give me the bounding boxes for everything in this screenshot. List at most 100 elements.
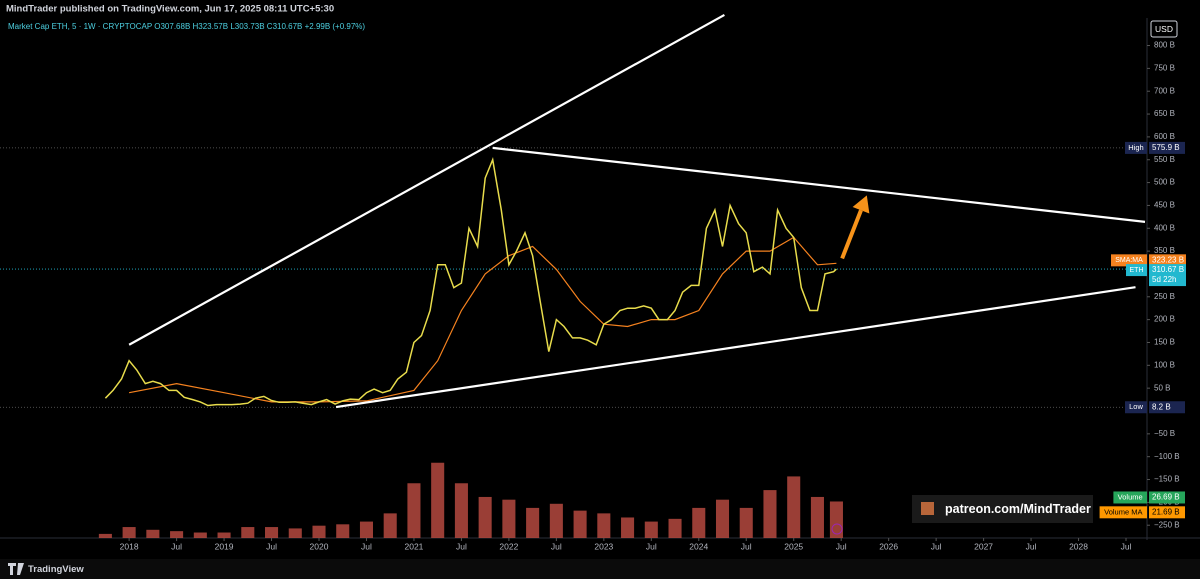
y-tick-label: 150 B (1154, 338, 1175, 347)
y-tick-label: 600 B (1154, 132, 1175, 141)
watermark: patreon.com/MindTrader (945, 502, 1091, 516)
volume-label-value-box (1149, 506, 1185, 519)
price-label-value-box (1149, 141, 1185, 154)
x-tick-label: Jul (931, 541, 942, 551)
volume-bar (668, 518, 682, 538)
y-tick-label: 350 B (1154, 246, 1175, 255)
price-label-value: 323.23 B (1152, 255, 1184, 264)
volume-bar (383, 513, 397, 538)
price-label-name: ETH (1130, 267, 1144, 274)
footer-bar (0, 559, 1200, 579)
x-tick-label: Jul (456, 541, 467, 551)
y-tick-label: 100 B (1154, 360, 1175, 369)
trendline (128, 13, 725, 346)
volume-bar (288, 528, 302, 538)
volume-bar (122, 527, 136, 538)
x-tick-label: 2023 (594, 541, 613, 551)
volume-label-value: 26.69 B (1152, 493, 1180, 502)
y-tick-label: −150 B (1154, 475, 1180, 484)
x-tick-label: Jul (836, 541, 847, 551)
price-label-name: SMA:MA (1115, 257, 1143, 264)
volume-bar (597, 513, 611, 538)
y-tick-label: 700 B (1154, 86, 1175, 95)
volume-bar (336, 524, 350, 538)
x-tick-label: 2022 (499, 541, 518, 551)
y-tick-label: 200 B (1154, 315, 1175, 324)
x-tick-label: Jul (1026, 541, 1037, 551)
volume-label-name: Volume MA (1104, 507, 1142, 516)
price-label-box (1125, 401, 1147, 414)
event-icon[interactable] (831, 523, 843, 535)
watermark-box (912, 495, 1093, 523)
trendline (335, 286, 1136, 409)
x-tick-label: Jul (551, 541, 562, 551)
y-tick-label: 750 B (1154, 63, 1175, 72)
volume-bar (526, 507, 540, 538)
volume-bar (739, 507, 753, 538)
currency-box[interactable] (1150, 20, 1178, 38)
volume-bar (715, 499, 730, 538)
y-tick-label: −250 B (1154, 520, 1180, 529)
brand-logo (8, 563, 24, 575)
price-label-box (1111, 254, 1147, 267)
volume-bar (763, 490, 777, 538)
volume-bar (193, 532, 207, 538)
price-label-value: 8.2 B (1152, 402, 1171, 411)
legend: Market Cap ETH, 5 · 1W · CRYPTOCAP O307.… (8, 22, 365, 31)
countdown: 5d 22h (1152, 275, 1176, 284)
volume-label-box (1113, 491, 1147, 504)
trendline (492, 146, 1146, 223)
volume-bar (644, 521, 658, 538)
currency: USD (1155, 24, 1173, 34)
volume-bar (431, 462, 445, 538)
volume-bar (241, 527, 255, 538)
volume-bar (621, 517, 635, 538)
x-tick-label: Jul (741, 541, 752, 551)
x-tick-label: Jul (646, 541, 657, 551)
x-tick-label: Jul (266, 541, 277, 551)
x-tick-label: 2018 (120, 541, 139, 551)
volume-bar (502, 499, 516, 538)
y-tick-label: 500 B (1154, 178, 1175, 187)
brand: TradingView (28, 564, 84, 575)
price-label-value: 310.67 B (1152, 265, 1184, 274)
volume-bar (217, 532, 231, 538)
price-label-value-box (1149, 254, 1186, 267)
volume-bar (359, 521, 374, 538)
x-tick-label: 2024 (689, 541, 708, 551)
volume-bar (573, 510, 587, 538)
volume-label-name: Volume (1118, 492, 1143, 501)
x-tick-label: Jul (361, 541, 372, 551)
volume-label-box (1099, 506, 1147, 519)
volume-bar (98, 533, 112, 538)
volume-label-value: 21.69 B (1152, 507, 1180, 516)
price-line (104, 156, 837, 407)
price-label-box (1125, 141, 1147, 154)
price-label-value: 575.9 B (1152, 143, 1180, 152)
x-tick-label: Jul (1121, 541, 1132, 551)
x-tick-label: 2025 (784, 541, 803, 551)
volume-label-value-box (1149, 491, 1185, 504)
watermark-icon (921, 502, 934, 515)
volume-bar (810, 496, 824, 538)
volume-bar (146, 529, 160, 538)
price-label-name: High (1128, 143, 1143, 152)
x-tick-label: 2019 (215, 541, 234, 551)
y-tick-label: 400 B (1154, 223, 1175, 232)
y-tick-label: −100 B (1154, 452, 1180, 461)
y-tick-label: 50 B (1154, 383, 1170, 392)
volume-bar (312, 525, 326, 538)
y-tick-label: 450 B (1154, 201, 1175, 210)
volume-bar (170, 531, 184, 538)
price-label-box (1126, 264, 1147, 277)
y-tick-label: −50 B (1154, 429, 1175, 438)
arrow-shaft (840, 209, 863, 260)
x-tick-label: 2026 (879, 541, 898, 551)
y-tick-label: 250 B (1154, 292, 1175, 301)
volume-bar (549, 503, 563, 538)
arrow-head (852, 195, 870, 214)
y-tick-label: 650 B (1154, 109, 1175, 118)
x-tick-label: 2020 (310, 541, 329, 551)
y-tick-label: 550 B (1154, 155, 1175, 164)
